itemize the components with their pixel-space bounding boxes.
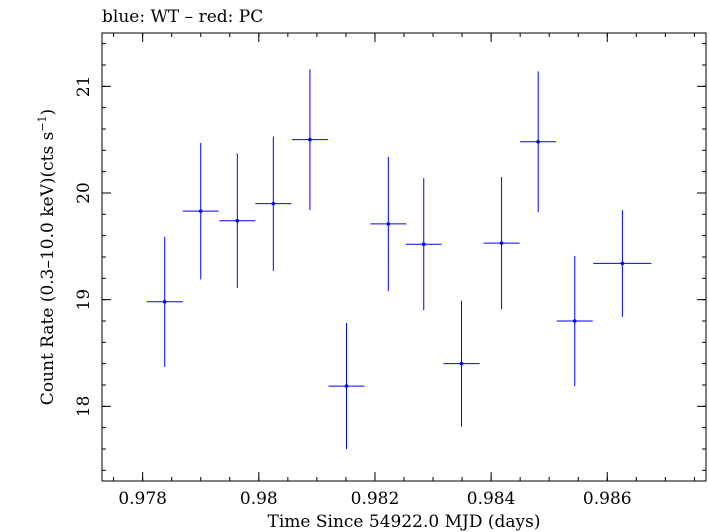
data-point — [405, 178, 442, 311]
point-marker — [344, 384, 349, 388]
x-tick-label: 0.982 — [351, 489, 400, 509]
data-point — [291, 69, 328, 211]
data-point — [593, 210, 652, 317]
data-point — [556, 255, 593, 387]
data-point — [328, 323, 365, 449]
data-point — [443, 300, 480, 427]
x-tick-label: 0.98 — [240, 489, 278, 509]
point-marker — [536, 140, 540, 144]
y-tick-label: 18 — [74, 396, 94, 418]
x-tick-label: 0.986 — [583, 489, 632, 509]
point-marker — [421, 242, 426, 246]
point-marker — [386, 222, 391, 226]
point-marker — [459, 361, 464, 366]
x-axis-label: Time Since 54922.0 MJD (days) — [268, 512, 541, 532]
point-marker — [620, 261, 625, 266]
x-tick-label: 0.984 — [467, 489, 516, 509]
x-tick-label: 0.978 — [118, 489, 167, 509]
data-point — [255, 136, 292, 271]
data-point — [483, 177, 520, 310]
data-point — [370, 156, 407, 292]
plot-frame — [101, 32, 707, 482]
axis-tick-labels: 0.978 0.98 0.982 0.984 0.986 18 19 20 21 — [74, 76, 632, 509]
axis-ticks — [102, 33, 706, 481]
y-tick-label: 19 — [74, 289, 94, 311]
data-point — [520, 71, 557, 213]
point-marker — [271, 201, 276, 206]
y-axis-label: Count Rate (0.3–10.0 keV)(cts s−1) — [36, 109, 58, 405]
point-marker — [308, 137, 312, 142]
point-marker — [198, 209, 203, 213]
y-axis-label-main: Count Rate (0.3–10.0 keV)(cts s — [38, 132, 58, 406]
point-marker — [499, 241, 504, 245]
point-marker — [235, 218, 240, 223]
y-tick-label: 21 — [74, 76, 94, 98]
y-tick-label: 20 — [74, 182, 94, 204]
y-axis-label-sup: −1 — [36, 115, 49, 131]
chart-title: blue: WT – red: PC — [102, 7, 263, 27]
point-marker — [572, 319, 577, 323]
data-point — [219, 153, 256, 288]
point-marker — [162, 300, 167, 304]
y-axis-label-end: ) — [38, 109, 58, 116]
data-point — [182, 142, 219, 280]
data-point — [146, 236, 183, 367]
data-points — [146, 69, 652, 449]
